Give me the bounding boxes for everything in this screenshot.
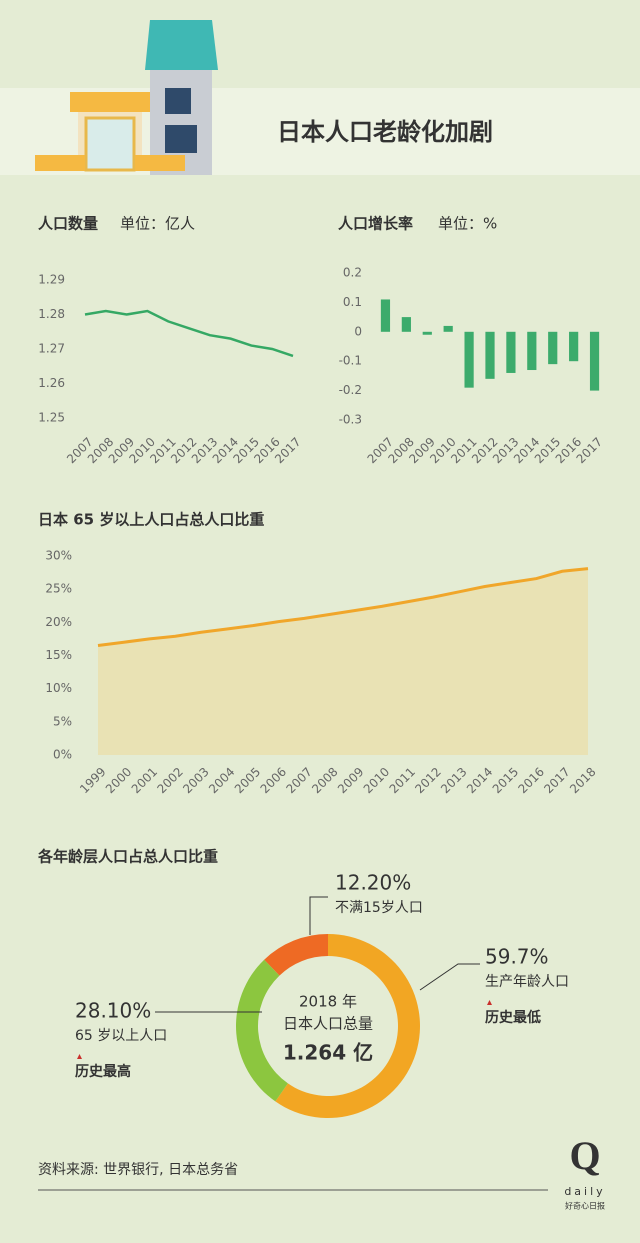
y-tick-label: 1.26: [38, 376, 65, 390]
donut-slice: [264, 934, 328, 976]
logo-name: daily: [564, 1185, 605, 1198]
bar: [569, 331, 579, 362]
y-tick-label: 30%: [45, 549, 72, 563]
planter: [135, 155, 185, 171]
chart-title: 人口增长率: [338, 215, 413, 233]
y-tick-label: -0.3: [339, 413, 362, 427]
source: 资料来源: 世界银行, 日本总务省: [38, 1162, 238, 1178]
leader-line: [419, 963, 480, 991]
value-label: 28.10%: [75, 999, 151, 1023]
bar: [422, 331, 432, 335]
bar: [464, 331, 474, 388]
bar: [589, 331, 600, 391]
y-tick-label: 1.29: [38, 273, 65, 287]
awning: [70, 92, 150, 112]
planter: [35, 155, 85, 171]
window: [165, 125, 197, 153]
chart-subtitle: 单位：%: [438, 215, 497, 233]
bar: [401, 317, 411, 332]
annotation: 历史最低: [485, 1009, 541, 1026]
y-tick-label: 0.1: [343, 295, 362, 309]
category-label: 65 岁以上人口: [75, 1028, 167, 1044]
chart-title: 人口数量: [38, 215, 98, 233]
bar: [485, 331, 495, 379]
center-label: 日本人口总量: [283, 1015, 373, 1033]
annotation: 历史最高: [75, 1063, 131, 1080]
donut-slice: [275, 934, 421, 1118]
y-tick-label: 1.28: [38, 307, 65, 321]
y-tick-label: 15%: [45, 648, 72, 662]
roof: [145, 20, 218, 70]
category-label: 生产年龄人口: [485, 974, 569, 990]
y-tick-label: 20%: [45, 615, 72, 629]
value-label: 12.20%: [335, 871, 411, 895]
annotation-marker: [487, 1000, 492, 1005]
logo-mark: Q: [569, 1133, 600, 1178]
bar: [548, 331, 558, 365]
annotation-marker: [77, 1054, 82, 1059]
y-tick-label: 0: [354, 324, 362, 338]
bar: [380, 299, 391, 332]
y-tick-label: 1.25: [38, 411, 65, 425]
page-title: 日本人口老龄化加剧: [277, 118, 493, 146]
bar: [443, 325, 453, 332]
donut-slice: [236, 959, 288, 1102]
line: [84, 309, 294, 358]
y-tick-label: 25%: [45, 582, 72, 596]
window: [165, 88, 191, 114]
chart-title: 日本 65 岁以上人口占总人口比重: [38, 511, 264, 529]
y-tick-label: -0.2: [339, 383, 362, 397]
y-tick-label: 0.2: [343, 266, 362, 280]
area: [98, 568, 588, 755]
category-label: 不满15岁人口: [335, 900, 423, 916]
y-tick-label: -0.1: [339, 354, 362, 368]
value-label: 59.7%: [485, 945, 549, 969]
y-tick-label: 1.27: [38, 342, 65, 356]
chart-subtitle: 单位：亿人: [120, 215, 195, 233]
illustration: [35, 20, 218, 175]
bar: [527, 331, 537, 371]
chart-title: 各年龄层人口占总人口比重: [37, 848, 218, 866]
center-value: 1.264 亿: [283, 1041, 373, 1065]
door: [84, 116, 136, 172]
bar: [506, 331, 516, 373]
center-label: 2018 年: [299, 993, 357, 1011]
logo-tagline: 好奇心日报: [565, 1201, 605, 1211]
y-tick-label: 0%: [53, 748, 72, 762]
leader-line: [309, 896, 328, 935]
y-tick-label: 10%: [45, 681, 72, 695]
line: [97, 567, 589, 648]
y-tick-label: 5%: [53, 714, 72, 728]
